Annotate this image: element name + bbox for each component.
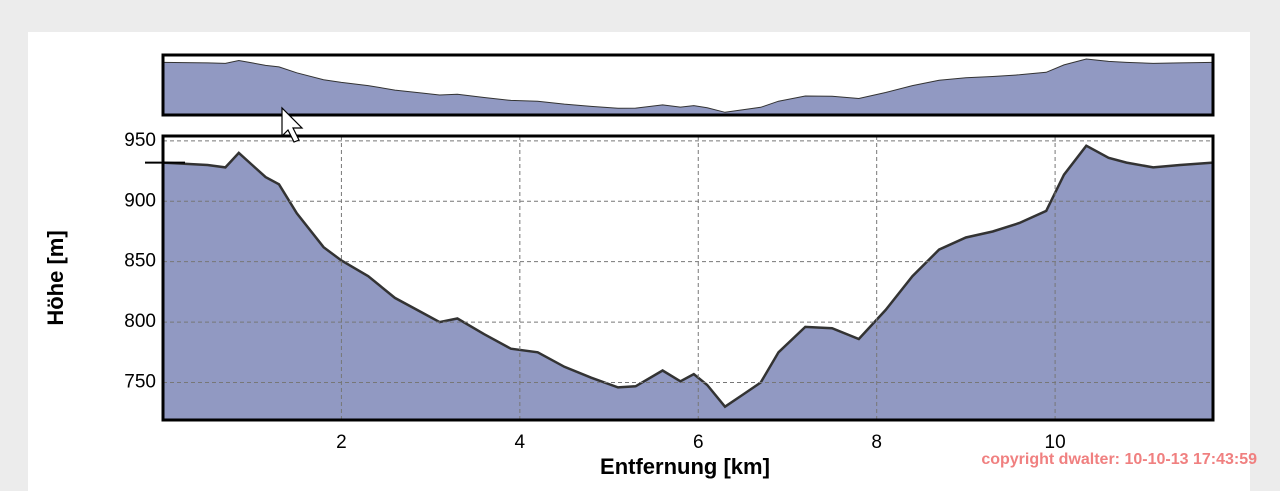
x-tick-label: 4 <box>515 432 526 453</box>
area-fill <box>163 59 1213 115</box>
y-tick-label: 950 <box>124 130 156 151</box>
y-tick-label: 800 <box>124 311 156 332</box>
y-tick-label: 850 <box>124 251 156 272</box>
x-tick-label: 10 <box>1045 432 1066 453</box>
elevation-line <box>162 58 1214 113</box>
x-tick-label: 6 <box>693 432 704 453</box>
overview <box>161 53 1215 117</box>
main-plot: 750 800 850 900 950 2 4 6 8 10 <box>124 130 1215 453</box>
area-fill <box>163 145 1213 420</box>
x-tick-label: 8 <box>871 432 882 453</box>
x-tick-label: 2 <box>336 432 347 453</box>
plot-border <box>161 134 1215 422</box>
y-tick-label: 900 <box>124 190 156 211</box>
y-axis-label: Höhe [m] <box>43 230 68 325</box>
overview-border <box>161 53 1215 117</box>
y-tick-label: 750 <box>124 372 156 393</box>
copyright: copyright dwalter: 10-10-13 17:43:59 <box>981 451 1257 468</box>
x-axis-label: Entfernung [km] <box>600 454 770 479</box>
cursor <box>281 106 304 143</box>
elevation-line <box>162 144 1214 409</box>
